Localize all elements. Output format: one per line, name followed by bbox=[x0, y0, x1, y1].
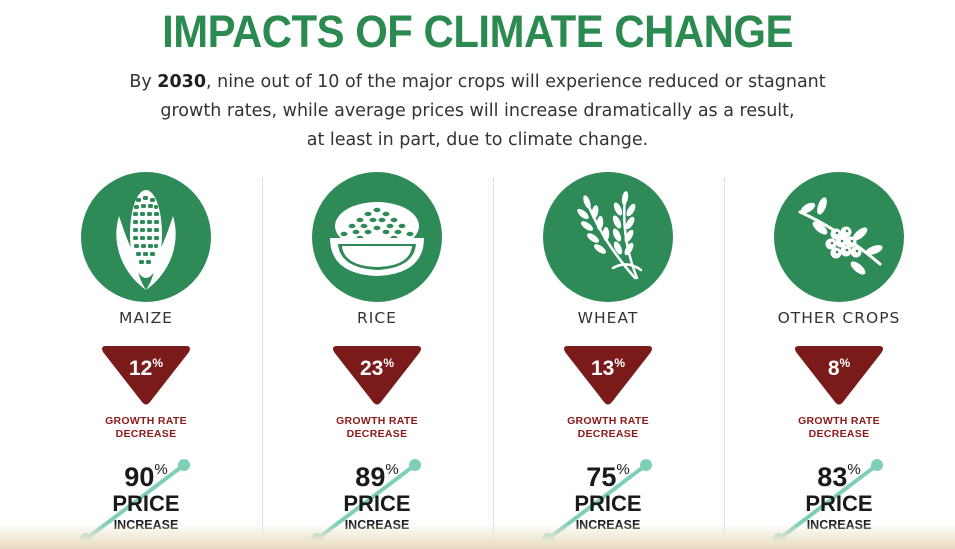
maize-icon bbox=[81, 172, 211, 302]
price-label: PRICE bbox=[112, 491, 180, 516]
column-divider bbox=[493, 178, 494, 543]
growth-rate-badge: 23% bbox=[331, 344, 423, 406]
rice-bowl-icon bbox=[312, 172, 442, 302]
growth-label-line-2: DECREASE bbox=[577, 428, 639, 440]
growth-rate-value: 23% bbox=[331, 356, 423, 381]
price-number: 83 bbox=[817, 462, 848, 492]
wheat-field-border bbox=[0, 523, 955, 549]
wheat-icon bbox=[543, 172, 673, 302]
growth-rate-badge: 12% bbox=[100, 344, 192, 406]
growth-rate-value: 8% bbox=[793, 356, 885, 381]
intro-line-1-rest: , nine out of 10 of the major crops will… bbox=[206, 72, 826, 92]
crop-column-maize: MAIZE 12% GROWTH RATE DECREASE 90% PRICE… bbox=[36, 168, 256, 548]
price-unit: % bbox=[847, 461, 861, 478]
intro-line-3: at least in part, due to climate change. bbox=[306, 130, 649, 150]
intro-year: 2030 bbox=[157, 72, 207, 92]
growth-label-line-2: DECREASE bbox=[808, 428, 870, 440]
coffee-branch-icon bbox=[774, 172, 904, 302]
price-label: PRICE bbox=[343, 491, 411, 516]
growth-rate-label: GROWTH RATE DECREASE bbox=[267, 415, 487, 441]
price-number: 89 bbox=[355, 462, 386, 492]
growth-rate-label: GROWTH RATE DECREASE bbox=[498, 415, 718, 441]
growth-rate-badge: 13% bbox=[562, 344, 654, 406]
crop-name: OTHER CROPS bbox=[777, 309, 901, 327]
growth-rate-unit: % bbox=[383, 356, 395, 370]
growth-rate-unit: % bbox=[152, 356, 164, 370]
growth-rate-value: 13% bbox=[562, 356, 654, 381]
price-number: 75 bbox=[586, 462, 617, 492]
intro-lead: By bbox=[129, 72, 158, 92]
column-divider bbox=[724, 178, 725, 543]
column-divider bbox=[262, 178, 263, 543]
price-increase-value: 89% bbox=[267, 461, 487, 493]
price-increase-value: 83% bbox=[729, 461, 949, 493]
crop-name: MAIZE bbox=[119, 309, 173, 327]
price-number: 90 bbox=[124, 462, 155, 492]
growth-rate-unit: % bbox=[839, 356, 851, 370]
growth-rate-number: 12 bbox=[128, 357, 153, 380]
price-label: PRICE bbox=[574, 491, 642, 516]
crop-name: RICE bbox=[357, 309, 397, 327]
growth-label-line-1: GROWTH RATE bbox=[336, 415, 418, 427]
price-increase-value: 90% bbox=[36, 461, 256, 493]
intro-line-2: growth rates, while average prices will … bbox=[160, 101, 795, 121]
growth-rate-badge: 8% bbox=[793, 344, 885, 406]
price-unit: % bbox=[385, 461, 399, 478]
growth-rate-value: 12% bbox=[100, 356, 192, 381]
price-unit: % bbox=[616, 461, 630, 478]
growth-label-line-2: DECREASE bbox=[115, 428, 177, 440]
growth-label-line-1: GROWTH RATE bbox=[798, 415, 880, 427]
crop-column-rice: RICE 23% GROWTH RATE DECREASE 89% PRICE … bbox=[267, 168, 487, 548]
price-unit: % bbox=[154, 461, 168, 478]
growth-rate-number: 8 bbox=[827, 357, 840, 380]
intro-text: By 2030, nine out of 10 of the major cro… bbox=[80, 68, 875, 155]
growth-rate-label: GROWTH RATE DECREASE bbox=[729, 415, 949, 441]
growth-rate-number: 13 bbox=[590, 357, 615, 380]
growth-rate-unit: % bbox=[614, 356, 626, 370]
price-label: PRICE bbox=[805, 491, 873, 516]
growth-label-line-1: GROWTH RATE bbox=[105, 415, 187, 427]
crop-column-wheat: WHEAT 13% GROWTH RATE DECREASE 75% PRICE… bbox=[498, 168, 718, 548]
growth-rate-number: 23 bbox=[359, 357, 384, 380]
growth-label-line-2: DECREASE bbox=[346, 428, 408, 440]
price-increase-value: 75% bbox=[498, 461, 718, 493]
growth-rate-label: GROWTH RATE DECREASE bbox=[36, 415, 256, 441]
growth-label-line-1: GROWTH RATE bbox=[567, 415, 649, 427]
page-title: IMPACTS OF CLIMATE CHANGE bbox=[162, 6, 793, 57]
intro-line-1: By 2030, nine out of 10 of the major cro… bbox=[80, 68, 875, 97]
crop-name: WHEAT bbox=[577, 309, 639, 327]
crop-column-other-crops: OTHER CROPS 8% GROWTH RATE DECREASE 83% … bbox=[729, 168, 949, 548]
